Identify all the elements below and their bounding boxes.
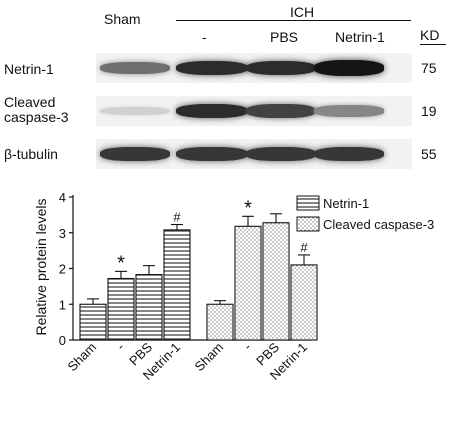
blot-kd-value: 75 <box>421 60 437 76</box>
blot-strip <box>96 96 412 126</box>
header-netrin: Netrin-1 <box>335 29 385 45</box>
legend-swatch <box>296 216 320 232</box>
ich-bracket-line <box>176 20 411 21</box>
blot-strip <box>96 53 412 83</box>
blot-band <box>176 146 248 162</box>
bar <box>163 229 191 341</box>
header-sham: Sham <box>104 11 141 27</box>
blot-band <box>314 60 384 76</box>
bar <box>262 222 290 341</box>
y-tick-label: 3 <box>59 226 66 241</box>
legend-label: Netrin-1 <box>323 196 369 211</box>
y-tick-label: 0 <box>59 333 66 348</box>
bar <box>79 303 107 341</box>
blot-row-label: Netrin-1 <box>4 61 54 77</box>
x-tick-label: - <box>113 340 127 354</box>
blot-band <box>176 103 248 119</box>
blot-band <box>100 106 170 116</box>
significance-mark: # <box>173 210 181 225</box>
significance-mark: * <box>244 197 252 219</box>
blot-band <box>246 104 316 118</box>
bar <box>206 303 234 341</box>
kd-underline <box>420 44 446 45</box>
blot-band <box>246 146 316 162</box>
x-tick-label: Sham <box>64 340 99 375</box>
blot-band <box>176 60 248 76</box>
blot-band <box>100 61 170 75</box>
legend-swatch <box>296 195 320 211</box>
header-pbs: PBS <box>270 29 299 45</box>
bar <box>135 274 163 341</box>
bar <box>234 225 262 341</box>
bar <box>107 277 135 341</box>
y-tick-label: 1 <box>59 297 66 312</box>
blot-strip <box>96 139 412 169</box>
significance-mark: # <box>300 240 308 255</box>
blot-kd-value: 19 <box>421 103 437 119</box>
blot-row-label-line2: caspase-3 <box>4 109 69 125</box>
header-ich: ICH <box>290 4 315 20</box>
blot-row-label: Cleaved <box>4 94 56 110</box>
x-tick-label: - <box>240 340 254 354</box>
y-tick-label: 2 <box>59 262 66 277</box>
blot-band <box>246 60 316 76</box>
legend-label: Cleaved caspase-3 <box>323 217 434 232</box>
y-axis-label: Relative protein levels <box>33 199 49 336</box>
blot-kd-value: 55 <box>421 146 437 162</box>
significance-mark: * <box>117 252 125 274</box>
blot-band <box>314 105 384 117</box>
y-tick-label: 4 <box>59 190 66 205</box>
blot-row-label: β-tubulin <box>4 146 58 162</box>
x-tick-label: Sham <box>191 340 226 375</box>
blot-band <box>314 146 384 162</box>
header-vehicle: - <box>202 29 207 45</box>
blot-band <box>100 146 170 162</box>
bar <box>290 264 318 341</box>
header-kd: KD <box>420 27 440 43</box>
